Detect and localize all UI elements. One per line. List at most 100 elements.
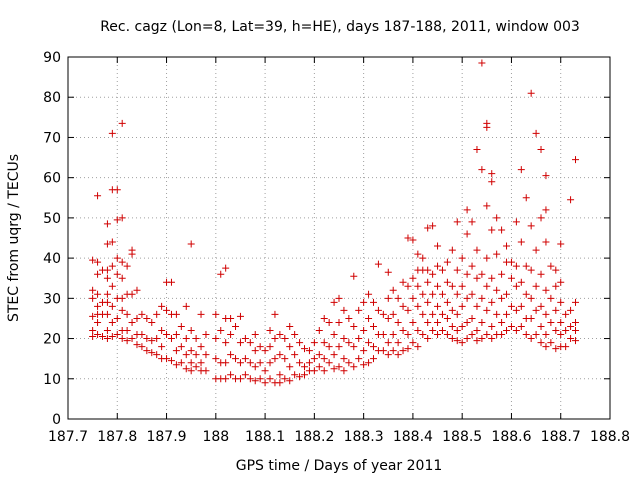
data-point	[172, 347, 180, 355]
data-point	[182, 335, 190, 343]
data-point	[532, 129, 540, 137]
data-point	[429, 222, 437, 230]
data-point	[542, 238, 550, 246]
data-point	[483, 123, 491, 131]
data-point	[468, 314, 476, 322]
data-point	[557, 240, 565, 248]
data-point	[404, 345, 412, 353]
data-point	[414, 327, 422, 335]
y-axis-title: STEC from uqrg / TECUs	[6, 154, 22, 322]
data-point	[384, 351, 392, 359]
data-point	[562, 343, 570, 351]
x-tick-label: 188.1	[245, 429, 285, 445]
data-point	[552, 266, 560, 274]
data-point	[473, 246, 481, 254]
data-point	[478, 294, 486, 302]
data-point	[488, 322, 496, 330]
data-point	[503, 242, 511, 250]
data-point	[365, 359, 373, 367]
data-point	[453, 310, 461, 318]
data-point	[493, 286, 501, 294]
data-point	[163, 306, 171, 314]
data-point	[222, 339, 230, 347]
data-point	[296, 373, 304, 381]
data-point	[389, 310, 397, 318]
data-point	[532, 331, 540, 339]
data-point	[532, 306, 540, 314]
data-point	[310, 355, 318, 363]
data-point	[448, 306, 456, 314]
data-point	[266, 359, 274, 367]
data-point	[483, 331, 491, 339]
data-point	[473, 302, 481, 310]
data-point	[453, 218, 461, 226]
data-point	[384, 314, 392, 322]
data-point	[108, 238, 116, 246]
data-point	[572, 337, 580, 345]
data-point	[113, 331, 121, 339]
data-point	[355, 335, 363, 343]
data-point	[443, 278, 451, 286]
data-point	[330, 298, 338, 306]
data-point	[360, 347, 368, 355]
data-point	[512, 327, 520, 335]
data-point	[404, 282, 412, 290]
data-point	[197, 343, 205, 351]
data-point	[438, 327, 446, 335]
data-point	[202, 367, 210, 375]
data-point	[103, 327, 111, 335]
data-point	[542, 172, 550, 180]
data-point	[118, 306, 126, 314]
data-point	[286, 343, 294, 351]
data-point	[108, 129, 116, 137]
data-point	[266, 343, 274, 351]
data-point	[384, 294, 392, 302]
data-point	[369, 322, 377, 330]
data-point	[532, 246, 540, 254]
data-point	[113, 186, 121, 194]
data-point	[118, 294, 126, 302]
data-point	[241, 335, 249, 343]
data-point	[517, 278, 525, 286]
data-point	[443, 314, 451, 322]
data-point	[113, 254, 121, 262]
data-point	[212, 310, 220, 318]
data-point	[340, 335, 348, 343]
data-point	[241, 355, 249, 363]
data-point	[172, 361, 180, 369]
data-point	[419, 310, 427, 318]
data-point	[103, 310, 111, 318]
data-point	[429, 327, 437, 335]
data-point	[271, 310, 279, 318]
data-point	[345, 314, 353, 322]
data-point	[123, 327, 131, 335]
data-point	[399, 347, 407, 355]
data-point	[369, 355, 377, 363]
data-point	[123, 310, 131, 318]
data-point	[493, 214, 501, 222]
data-point	[340, 367, 348, 375]
data-point	[330, 331, 338, 339]
data-point	[310, 339, 318, 347]
data-point	[399, 302, 407, 310]
data-point	[118, 335, 126, 343]
data-point	[488, 178, 496, 186]
data-point	[424, 298, 432, 306]
data-point	[148, 337, 156, 345]
data-point	[557, 298, 565, 306]
data-point	[232, 322, 240, 330]
data-point	[276, 331, 284, 339]
data-point	[118, 214, 126, 222]
data-point	[261, 367, 269, 375]
data-point	[271, 335, 279, 343]
data-point	[557, 318, 565, 326]
data-point	[458, 302, 466, 310]
y-tick-label: 20	[43, 332, 61, 348]
data-point	[542, 206, 550, 214]
data-point	[498, 226, 506, 234]
data-point	[227, 371, 235, 379]
data-point	[557, 331, 565, 339]
data-point	[261, 379, 269, 387]
data-point	[301, 371, 309, 379]
data-point	[567, 322, 575, 330]
